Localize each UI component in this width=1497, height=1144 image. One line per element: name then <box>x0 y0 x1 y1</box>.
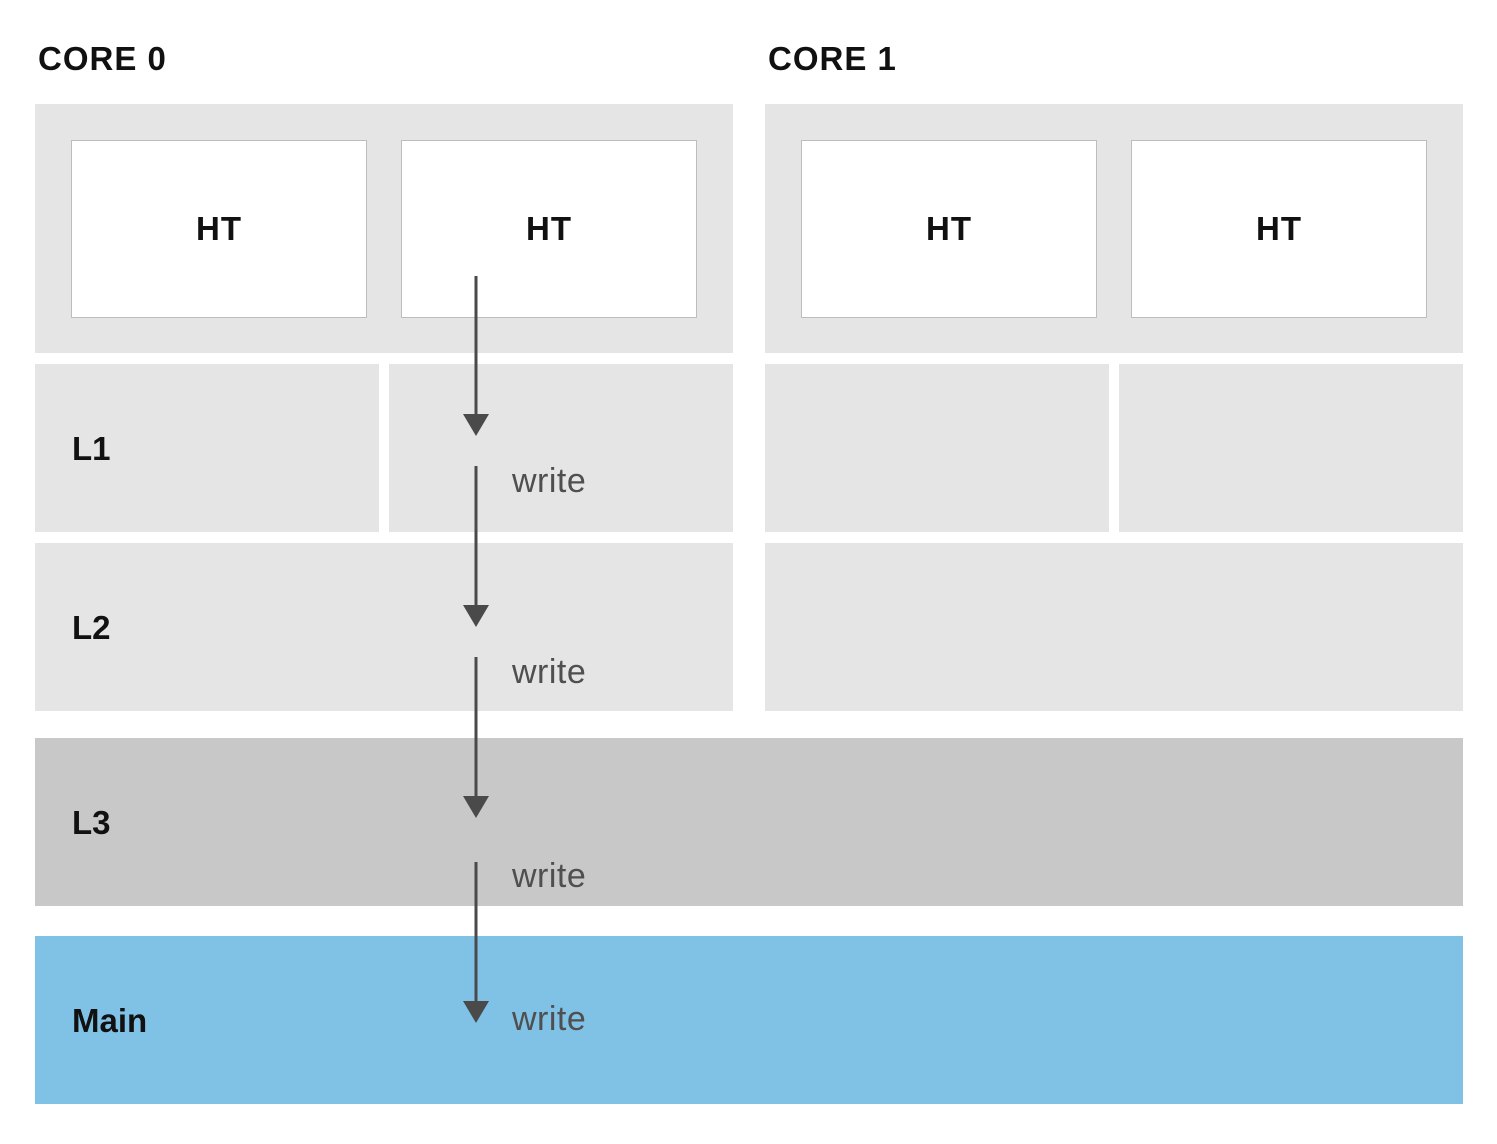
core-1-l1-cache-b <box>1119 364 1463 532</box>
main-label: Main <box>72 1002 148 1039</box>
write-label-main: write <box>512 1000 587 1038</box>
main-memory <box>35 936 1463 1104</box>
arrow-down-icon <box>463 466 489 627</box>
core-0-thread-2: HT <box>401 140 697 318</box>
core-0-l2-cache <box>35 543 733 711</box>
write-label-l3: write <box>512 857 587 895</box>
thread-label: HT <box>1256 210 1302 247</box>
l3-label: L3 <box>72 804 111 841</box>
l2-label: L2 <box>72 609 111 646</box>
arrow-down-icon <box>463 657 489 818</box>
core-1-l2-cache <box>765 543 1463 711</box>
write-label-l2: write <box>512 653 587 691</box>
core-1-thread-2: HT <box>1131 140 1427 318</box>
core-0-l1-cache-b <box>389 364 733 532</box>
core-0-l1-cache-a <box>35 364 379 532</box>
write-label-l1: write <box>512 462 587 500</box>
thread-label: HT <box>926 210 972 247</box>
arrow-down-icon <box>463 862 489 1023</box>
core-0-title: CORE 0 <box>38 40 167 77</box>
core-1-l1-cache-a <box>765 364 1109 532</box>
l3-cache <box>35 738 1463 906</box>
l1-label: L1 <box>72 430 111 467</box>
core-1-thread-1: HT <box>801 140 1097 318</box>
core-1-title: CORE 1 <box>768 40 897 77</box>
thread-label: HT <box>526 210 572 247</box>
core-0-thread-1: HT <box>71 140 367 318</box>
thread-label: HT <box>196 210 242 247</box>
arrow-down-icon <box>463 276 489 436</box>
